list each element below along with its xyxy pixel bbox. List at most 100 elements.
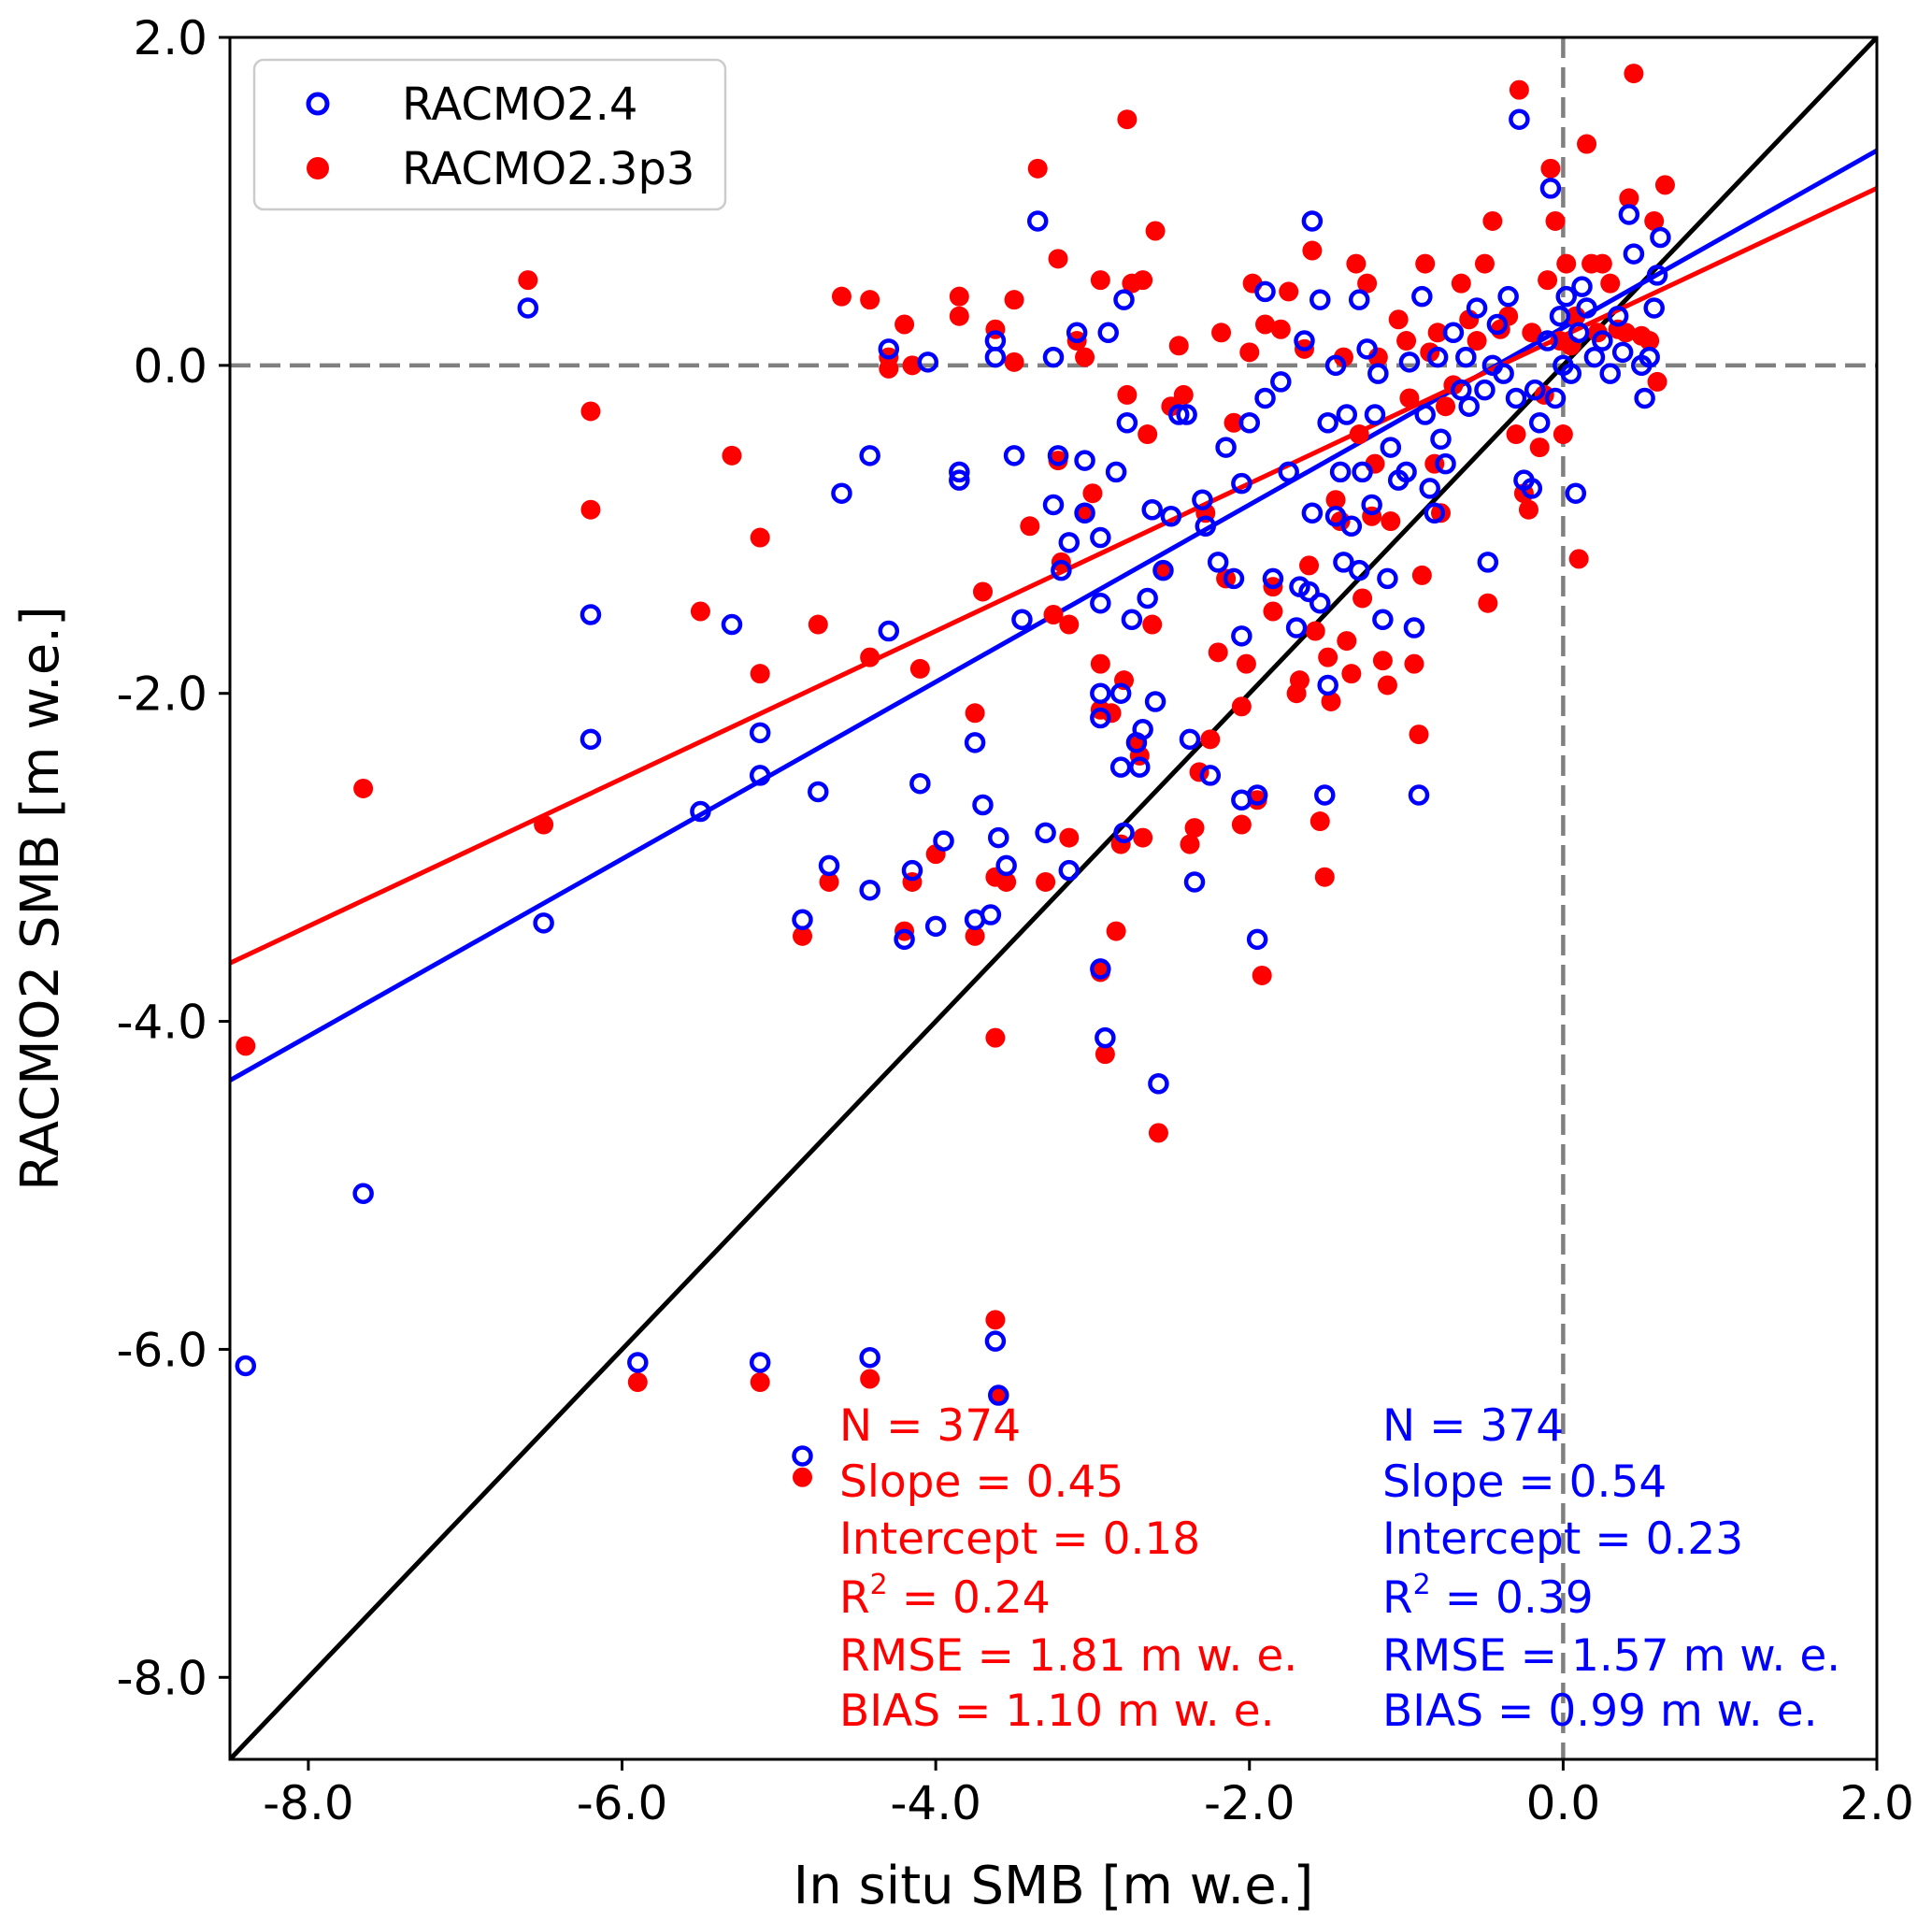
point-racmo24: [924, 915, 947, 938]
point-racmo24: [1129, 756, 1151, 778]
point-racmo23p3: [1075, 347, 1095, 367]
point-racmo24: [808, 781, 829, 803]
x-tick-label: -2.0: [1204, 1776, 1295, 1830]
point-racmo23p3: [1647, 371, 1667, 392]
point-racmo24: [1113, 822, 1135, 844]
point-racmo23p3: [1117, 109, 1138, 130]
point-racmo24: [1278, 461, 1299, 483]
point-racmo24: [1314, 784, 1336, 806]
point-racmo23p3: [1333, 347, 1353, 367]
point-racmo24: [818, 854, 840, 877]
point-racmo24: [1348, 289, 1370, 310]
point-racmo24: [859, 879, 880, 901]
stats-blue-bias: BIAS = 0.99 m w. e.: [1382, 1685, 1818, 1737]
point-racmo23p3: [949, 306, 969, 326]
point-racmo23p3: [1411, 565, 1432, 585]
point-racmo24: [1066, 322, 1088, 344]
stats-red-r2-value: = 0.24: [888, 1572, 1051, 1624]
y-axis-label: RACMO2 SMB [m w.e.]: [10, 606, 71, 1191]
point-racmo23p3: [819, 871, 839, 892]
point-racmo23p3: [1208, 642, 1228, 663]
axis-ticks: -8.0 -6.0 -4.0 -2.0 0.0 2.0 -8.0 -6.0 -4.0 -2.0 0.…: [116, 11, 1913, 1830]
point-racmo23p3: [909, 658, 930, 679]
point-racmo23p3: [1082, 483, 1103, 504]
point-racmo23p3: [1388, 309, 1409, 330]
point-racmo23p3: [1577, 134, 1597, 154]
point-racmo23p3: [1616, 323, 1637, 343]
point-racmo24: [984, 1330, 1007, 1352]
point-racmo24: [1144, 691, 1166, 712]
point-racmo24: [1435, 452, 1456, 475]
point-racmo24: [1455, 346, 1477, 368]
point-racmo23p3: [1553, 424, 1573, 445]
point-racmo23p3: [1145, 221, 1166, 241]
point-racmo24: [1132, 719, 1153, 740]
stats-red-n: N = 374: [839, 1400, 1021, 1452]
point-racmo24: [1317, 412, 1338, 434]
point-racmo24: [1426, 346, 1449, 368]
point-racmo24: [995, 854, 1017, 877]
point-racmo24: [1042, 494, 1065, 516]
point-racmo24: [1324, 354, 1347, 377]
point-racmo24: [901, 859, 923, 882]
point-racmo23p3: [580, 401, 601, 422]
point-racmo24: [1301, 502, 1324, 524]
legend-marker-racmo23p3: [307, 157, 329, 179]
point-racmo23p3: [1409, 724, 1429, 745]
point-racmo24: [1634, 387, 1655, 409]
point-racmo24: [1646, 265, 1668, 286]
point-racmo24: [1395, 461, 1417, 483]
point-racmo24: [909, 772, 931, 795]
point-racmo23p3: [750, 664, 770, 684]
point-racmo24: [1372, 609, 1394, 631]
point-racmo23p3: [1506, 424, 1526, 445]
point-racmo24: [1231, 625, 1252, 647]
y-tick-label: -8.0: [116, 1651, 208, 1705]
point-racmo24: [878, 620, 900, 642]
point-racmo24: [980, 904, 1002, 925]
point-racmo24: [1160, 506, 1182, 527]
point-racmo24: [1458, 395, 1480, 417]
point-racmo23p3: [627, 1372, 648, 1393]
point-racmo23p3: [902, 355, 923, 376]
point-racmo24: [580, 604, 602, 625]
point-racmo23p3: [1522, 323, 1542, 343]
point-racmo24: [1090, 592, 1111, 614]
point-racmo24: [1367, 363, 1389, 384]
point-racmo24: [1524, 379, 1546, 401]
point-racmo23p3: [1095, 1044, 1115, 1065]
point-racmo24: [1419, 478, 1440, 499]
point-racmo23p3: [996, 871, 1017, 892]
point-racmo24: [1113, 289, 1135, 310]
point-racmo24: [1599, 363, 1621, 384]
point-racmo23p3: [1381, 511, 1401, 532]
legend: RACMO2.4 RACMO2.3p3: [252, 58, 727, 211]
point-racmo24: [1121, 609, 1143, 631]
x-tick-label: 2.0: [1839, 1776, 1914, 1830]
point-racmo24: [1505, 387, 1527, 409]
stats-blue-r2-prefix: R: [1382, 1572, 1413, 1624]
point-racmo23p3: [1189, 762, 1209, 782]
stats-blue-intercept: Intercept = 0.23: [1382, 1513, 1743, 1565]
stats-blue-r2: R2 = 0.39: [1382, 1569, 1594, 1624]
point-racmo23p3: [965, 925, 985, 946]
point-racmo24: [1539, 178, 1562, 199]
point-racmo23p3: [1148, 1123, 1168, 1143]
point-racmo23p3: [1545, 210, 1566, 231]
point-racmo24: [1329, 461, 1352, 483]
point-racmo23p3: [1352, 588, 1373, 609]
point-racmo24: [1246, 928, 1268, 951]
legend-label-racmo23p3: RACMO2.3p3: [402, 143, 694, 195]
point-racmo23p3: [236, 1036, 256, 1056]
point-racmo24: [964, 732, 986, 753]
point-racmo24: [1183, 871, 1206, 893]
point-racmo24: [580, 728, 602, 751]
point-racmo24: [1105, 461, 1127, 483]
point-racmo24: [933, 830, 954, 852]
point-racmo23p3: [1299, 555, 1320, 576]
point-racmo23p3: [1399, 388, 1420, 409]
x-tick-label: -6.0: [577, 1776, 668, 1830]
point-racmo23p3: [1325, 490, 1346, 510]
point-racmo24: [1611, 341, 1634, 364]
point-racmo24: [1380, 437, 1402, 458]
